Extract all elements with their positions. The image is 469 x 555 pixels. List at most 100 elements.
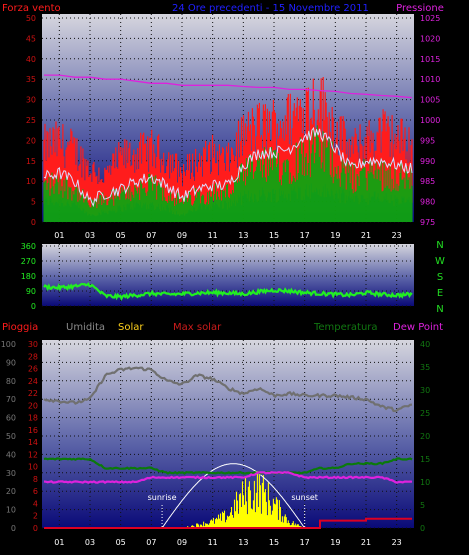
- rain-y-tick-label: 20: [28, 401, 38, 410]
- wind-x-tick-label: 15: [269, 231, 279, 240]
- temperature-y-tick-label: 35: [420, 363, 430, 372]
- rain-y-tick-label: 0: [33, 524, 38, 533]
- wind-y-tick-label: 0: [31, 218, 36, 227]
- temperature-x-tick-label: 01: [54, 538, 64, 547]
- humidity-label: Umidita: [66, 322, 105, 333]
- humidity-y-tick-label: 20: [6, 487, 16, 496]
- temperature-x-tick-label: 15: [269, 538, 279, 547]
- temperature-x-tick-label: 07: [146, 538, 156, 547]
- wind-x-tick-label: 19: [330, 231, 340, 240]
- max-solar-label: Max solar: [173, 322, 222, 333]
- temperature-panel-marks: sunrise sunset: [43, 366, 413, 529]
- pressure-y-tick-label: 985: [420, 177, 435, 186]
- direction-y-tick-label: 270: [21, 257, 36, 266]
- rain-y-tick-label: 6: [33, 487, 38, 496]
- wind-y-tick-label: 20: [26, 136, 36, 145]
- temperature-y-tick-label: 20: [420, 432, 430, 441]
- chart-date-title: 24 Ore precedenti - 15 Novembre 2011: [172, 3, 369, 14]
- humidity-y-tick-label: 50: [6, 432, 16, 441]
- wind-direction-line: [43, 282, 413, 301]
- humidity-y-tick-label: 70: [6, 395, 16, 404]
- sunset-label: sunset: [291, 493, 318, 502]
- temperature-x-tick-label: 09: [177, 538, 187, 547]
- temperature-x-tick-label: 03: [85, 538, 95, 547]
- temperature-label: Temperatura: [313, 322, 378, 333]
- humidity-y-tick-label: 60: [6, 414, 16, 423]
- rain-label: Pioggia: [2, 322, 38, 333]
- pressure-y-tick-label: 1015: [420, 55, 440, 64]
- wind-x-tick-label: 21: [361, 231, 371, 240]
- dewpoint-line: [43, 471, 413, 485]
- wind-x-tick-label: 23: [392, 231, 402, 240]
- rain-y-tick-label: 18: [28, 414, 38, 423]
- direction-y-tick-label: 0: [31, 302, 36, 311]
- rain-y-tick-label: 26: [28, 365, 38, 374]
- compass-letter: N: [436, 304, 443, 315]
- direction-y-tick-label: 360: [21, 242, 36, 251]
- direction-y-tick-label: 90: [26, 287, 36, 296]
- rain-y-tick-label: 22: [28, 389, 38, 398]
- pressure-y-tick-label: 1025: [420, 14, 440, 23]
- temperature-x-tick-label: 23: [392, 538, 402, 547]
- rain-y-tick-label: 24: [28, 377, 38, 386]
- max-solar-curve: [161, 463, 306, 529]
- compass-letter: W: [435, 256, 445, 267]
- temperature-panel-axes: 0102030405060708090100024681012141618202…: [1, 340, 430, 547]
- compass-letter: S: [437, 272, 443, 283]
- temperature-panel-background: [42, 340, 414, 528]
- pressure-y-tick-label: 975: [420, 218, 435, 227]
- temperature-y-tick-label: 40: [420, 340, 430, 349]
- rain-y-tick-label: 30: [28, 340, 38, 349]
- rain-y-tick-label: 8: [33, 475, 38, 484]
- direction-panel-marks: [43, 282, 413, 301]
- wind-x-tick-label: 03: [85, 231, 95, 240]
- wind-speed-label: Forza vento: [2, 3, 61, 14]
- pressure-y-tick-label: 990: [420, 157, 435, 166]
- pressure-y-tick-label: 980: [420, 198, 435, 207]
- rain-y-tick-label: 14: [28, 438, 38, 447]
- humidity-line: [43, 366, 413, 413]
- humidity-y-tick-label: 90: [6, 358, 16, 367]
- humidity-y-tick-label: 80: [6, 377, 16, 386]
- humidity-y-tick-label: 100: [1, 340, 16, 349]
- rain-y-tick-label: 2: [33, 512, 38, 521]
- wind-x-tick-label: 17: [300, 231, 310, 240]
- wind-y-tick-label: 5: [31, 198, 36, 207]
- temperature-x-tick-label: 21: [361, 538, 371, 547]
- rain-y-tick-label: 16: [28, 426, 38, 435]
- temperature-y-tick-label: 0: [420, 524, 425, 533]
- rain-y-tick-label: 12: [28, 450, 38, 459]
- wind-average-line: [43, 126, 413, 208]
- wind-panel-axes: 0510152025303540455097598098599099510001…: [26, 14, 441, 240]
- humidity-y-tick-label: 40: [6, 450, 16, 459]
- wind-y-tick-label: 10: [26, 177, 36, 186]
- rain-y-tick-label: 4: [33, 499, 38, 508]
- wind-y-tick-label: 35: [26, 75, 36, 84]
- temperature-line: [43, 457, 413, 475]
- pressure-y-tick-label: 1005: [420, 96, 440, 105]
- wind-x-tick-label: 13: [238, 231, 248, 240]
- temperature-y-tick-label: 25: [420, 409, 430, 418]
- humidity-y-tick-label: 0: [11, 524, 16, 533]
- temperature-y-tick-label: 15: [420, 455, 430, 464]
- rain-y-tick-label: 10: [28, 463, 38, 472]
- wind-green-series: [43, 125, 413, 222]
- pressure-y-tick-label: 1020: [420, 34, 440, 43]
- temperature-x-tick-label: 11: [208, 538, 218, 547]
- solar-label: Solar: [118, 322, 144, 333]
- pressure-y-tick-label: 1000: [420, 116, 440, 125]
- dewpoint-label: Dew Point: [393, 322, 443, 333]
- wind-y-tick-label: 30: [26, 96, 36, 105]
- pressure-line: [44, 74, 413, 99]
- wind-y-tick-label: 45: [26, 34, 36, 43]
- pressure-y-tick-label: 1010: [420, 75, 440, 84]
- pressure-y-tick-label: 995: [420, 136, 435, 145]
- wind-y-tick-label: 50: [26, 14, 36, 23]
- wind-x-tick-label: 09: [177, 231, 187, 240]
- rain-y-tick-label: 28: [28, 352, 38, 361]
- temperature-y-tick-label: 30: [420, 386, 430, 395]
- direction-panel-background: [42, 244, 414, 306]
- rain-line: [44, 517, 412, 529]
- temperature-x-tick-label: 13: [238, 538, 248, 547]
